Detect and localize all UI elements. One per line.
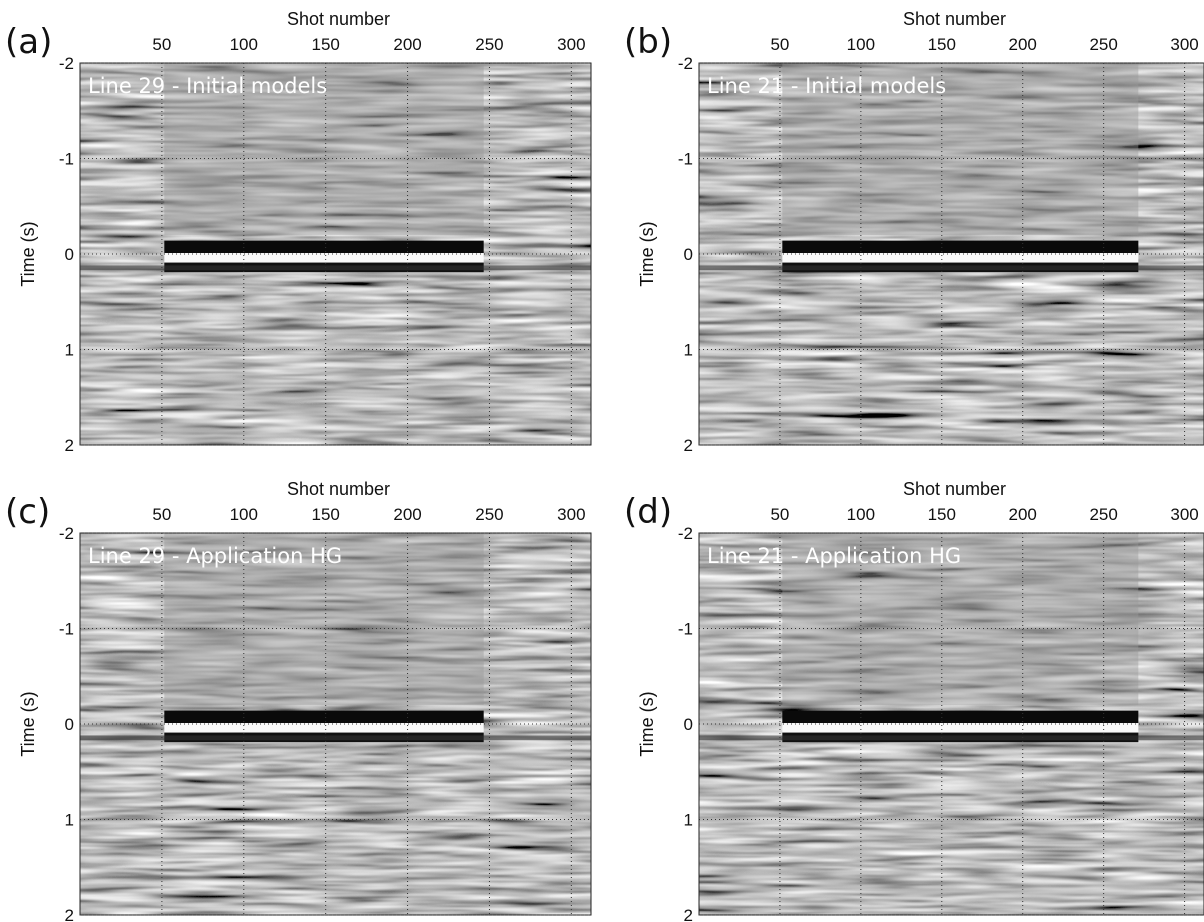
y-axis-label: Time (s) — [637, 221, 657, 286]
band-white — [164, 253, 484, 263]
y-tick-label: 1 — [65, 811, 74, 830]
x-tick-label: 150 — [928, 505, 956, 524]
x-tick-label: 100 — [230, 505, 258, 524]
y-axis-label: Time (s) — [18, 691, 38, 756]
x-tick-label: 150 — [311, 35, 339, 54]
y-tick-label: 2 — [65, 436, 74, 455]
y-tick-label: -1 — [678, 620, 693, 639]
band-side — [80, 735, 591, 741]
y-tick-label: 2 — [684, 906, 693, 922]
y-tick-label: 0 — [684, 245, 693, 264]
panel-label: (d) — [624, 492, 672, 532]
seismic-image — [80, 63, 591, 445]
y-tick-label: -2 — [59, 54, 74, 73]
upper-wash — [164, 533, 484, 705]
upper-wash — [782, 63, 1139, 235]
y-tick-label: -2 — [678, 524, 693, 543]
y-tick-label: 0 — [65, 245, 74, 264]
x-tick-label: 250 — [1089, 505, 1117, 524]
x-tick-label: 100 — [847, 505, 875, 524]
x-tick-label: 250 — [1089, 35, 1117, 54]
y-tick-label: 2 — [65, 906, 74, 922]
band-white — [782, 723, 1139, 733]
band-dark — [782, 240, 1139, 254]
y-tick-label: 0 — [65, 715, 74, 734]
x-tick-label: 50 — [152, 505, 171, 524]
y-tick-label: 1 — [65, 341, 74, 360]
x-axis-label: Shot number — [903, 9, 1006, 29]
x-axis-label: Shot number — [287, 479, 390, 499]
x-tick-label: 200 — [393, 505, 421, 524]
x-tick-label: 100 — [230, 35, 258, 54]
annotation: Line 21 - Initial models — [707, 74, 946, 98]
y-tick-label: -1 — [678, 150, 693, 169]
x-axis-label: Shot number — [903, 479, 1006, 499]
x-tick-label: 50 — [770, 35, 789, 54]
annotation: Line 21 - Application HG — [707, 544, 961, 568]
panel: 50 100 150 200 250 300 -2 -1 0 1 2 Shot number Time … — [624, 9, 1204, 455]
x-tick-label: 300 — [1170, 35, 1198, 54]
band-side — [699, 735, 1204, 741]
x-tick-label: 300 — [1170, 505, 1198, 524]
x-tick-label: 250 — [475, 505, 503, 524]
panel: 50 100 150 200 250 300 -2 -1 0 1 2 Shot number Time … — [624, 479, 1204, 922]
upper-wash — [164, 63, 484, 235]
annotation: Line 29 - Initial models — [88, 74, 327, 98]
x-tick-label: 200 — [393, 35, 421, 54]
y-tick-label: -1 — [59, 620, 74, 639]
x-tick-label: 50 — [770, 505, 789, 524]
panel: 50 100 150 200 250 300 -2 -1 0 1 2 Shot number Time … — [5, 9, 592, 455]
upper-wash — [782, 533, 1139, 705]
panel-label: (c) — [5, 492, 50, 532]
y-tick-label: 1 — [684, 811, 693, 830]
y-tick-label: -1 — [59, 150, 74, 169]
x-axis-label: Shot number — [287, 9, 390, 29]
x-tick-label: 300 — [557, 505, 585, 524]
band-dark — [164, 240, 484, 254]
band-white — [164, 723, 484, 733]
x-tick-label: 150 — [311, 505, 339, 524]
x-tick-label: 50 — [152, 35, 171, 54]
x-tick-label: 150 — [928, 35, 956, 54]
band-side — [80, 265, 591, 271]
band-white — [782, 253, 1139, 263]
y-tick-label: -2 — [59, 524, 74, 543]
annotation: Line 29 - Application HG — [88, 544, 342, 568]
band-dark — [782, 710, 1139, 724]
x-tick-label: 200 — [1009, 35, 1037, 54]
y-axis-label: Time (s) — [18, 221, 38, 286]
y-tick-label: 2 — [684, 436, 693, 455]
x-tick-label: 100 — [847, 35, 875, 54]
panel-label: (a) — [5, 22, 52, 62]
y-axis-label: Time (s) — [637, 691, 657, 756]
x-tick-label: 250 — [475, 35, 503, 54]
y-tick-label: 1 — [684, 341, 693, 360]
band-dark — [164, 710, 484, 724]
x-tick-label: 300 — [557, 35, 585, 54]
seismic-image — [80, 533, 591, 915]
y-tick-label: -2 — [678, 54, 693, 73]
panel-label: (b) — [624, 22, 672, 62]
y-tick-label: 0 — [684, 715, 693, 734]
panel: 50 100 150 200 250 300 -2 -1 0 1 2 Shot number Time … — [5, 479, 592, 922]
band-side — [699, 265, 1204, 271]
x-tick-label: 200 — [1009, 505, 1037, 524]
